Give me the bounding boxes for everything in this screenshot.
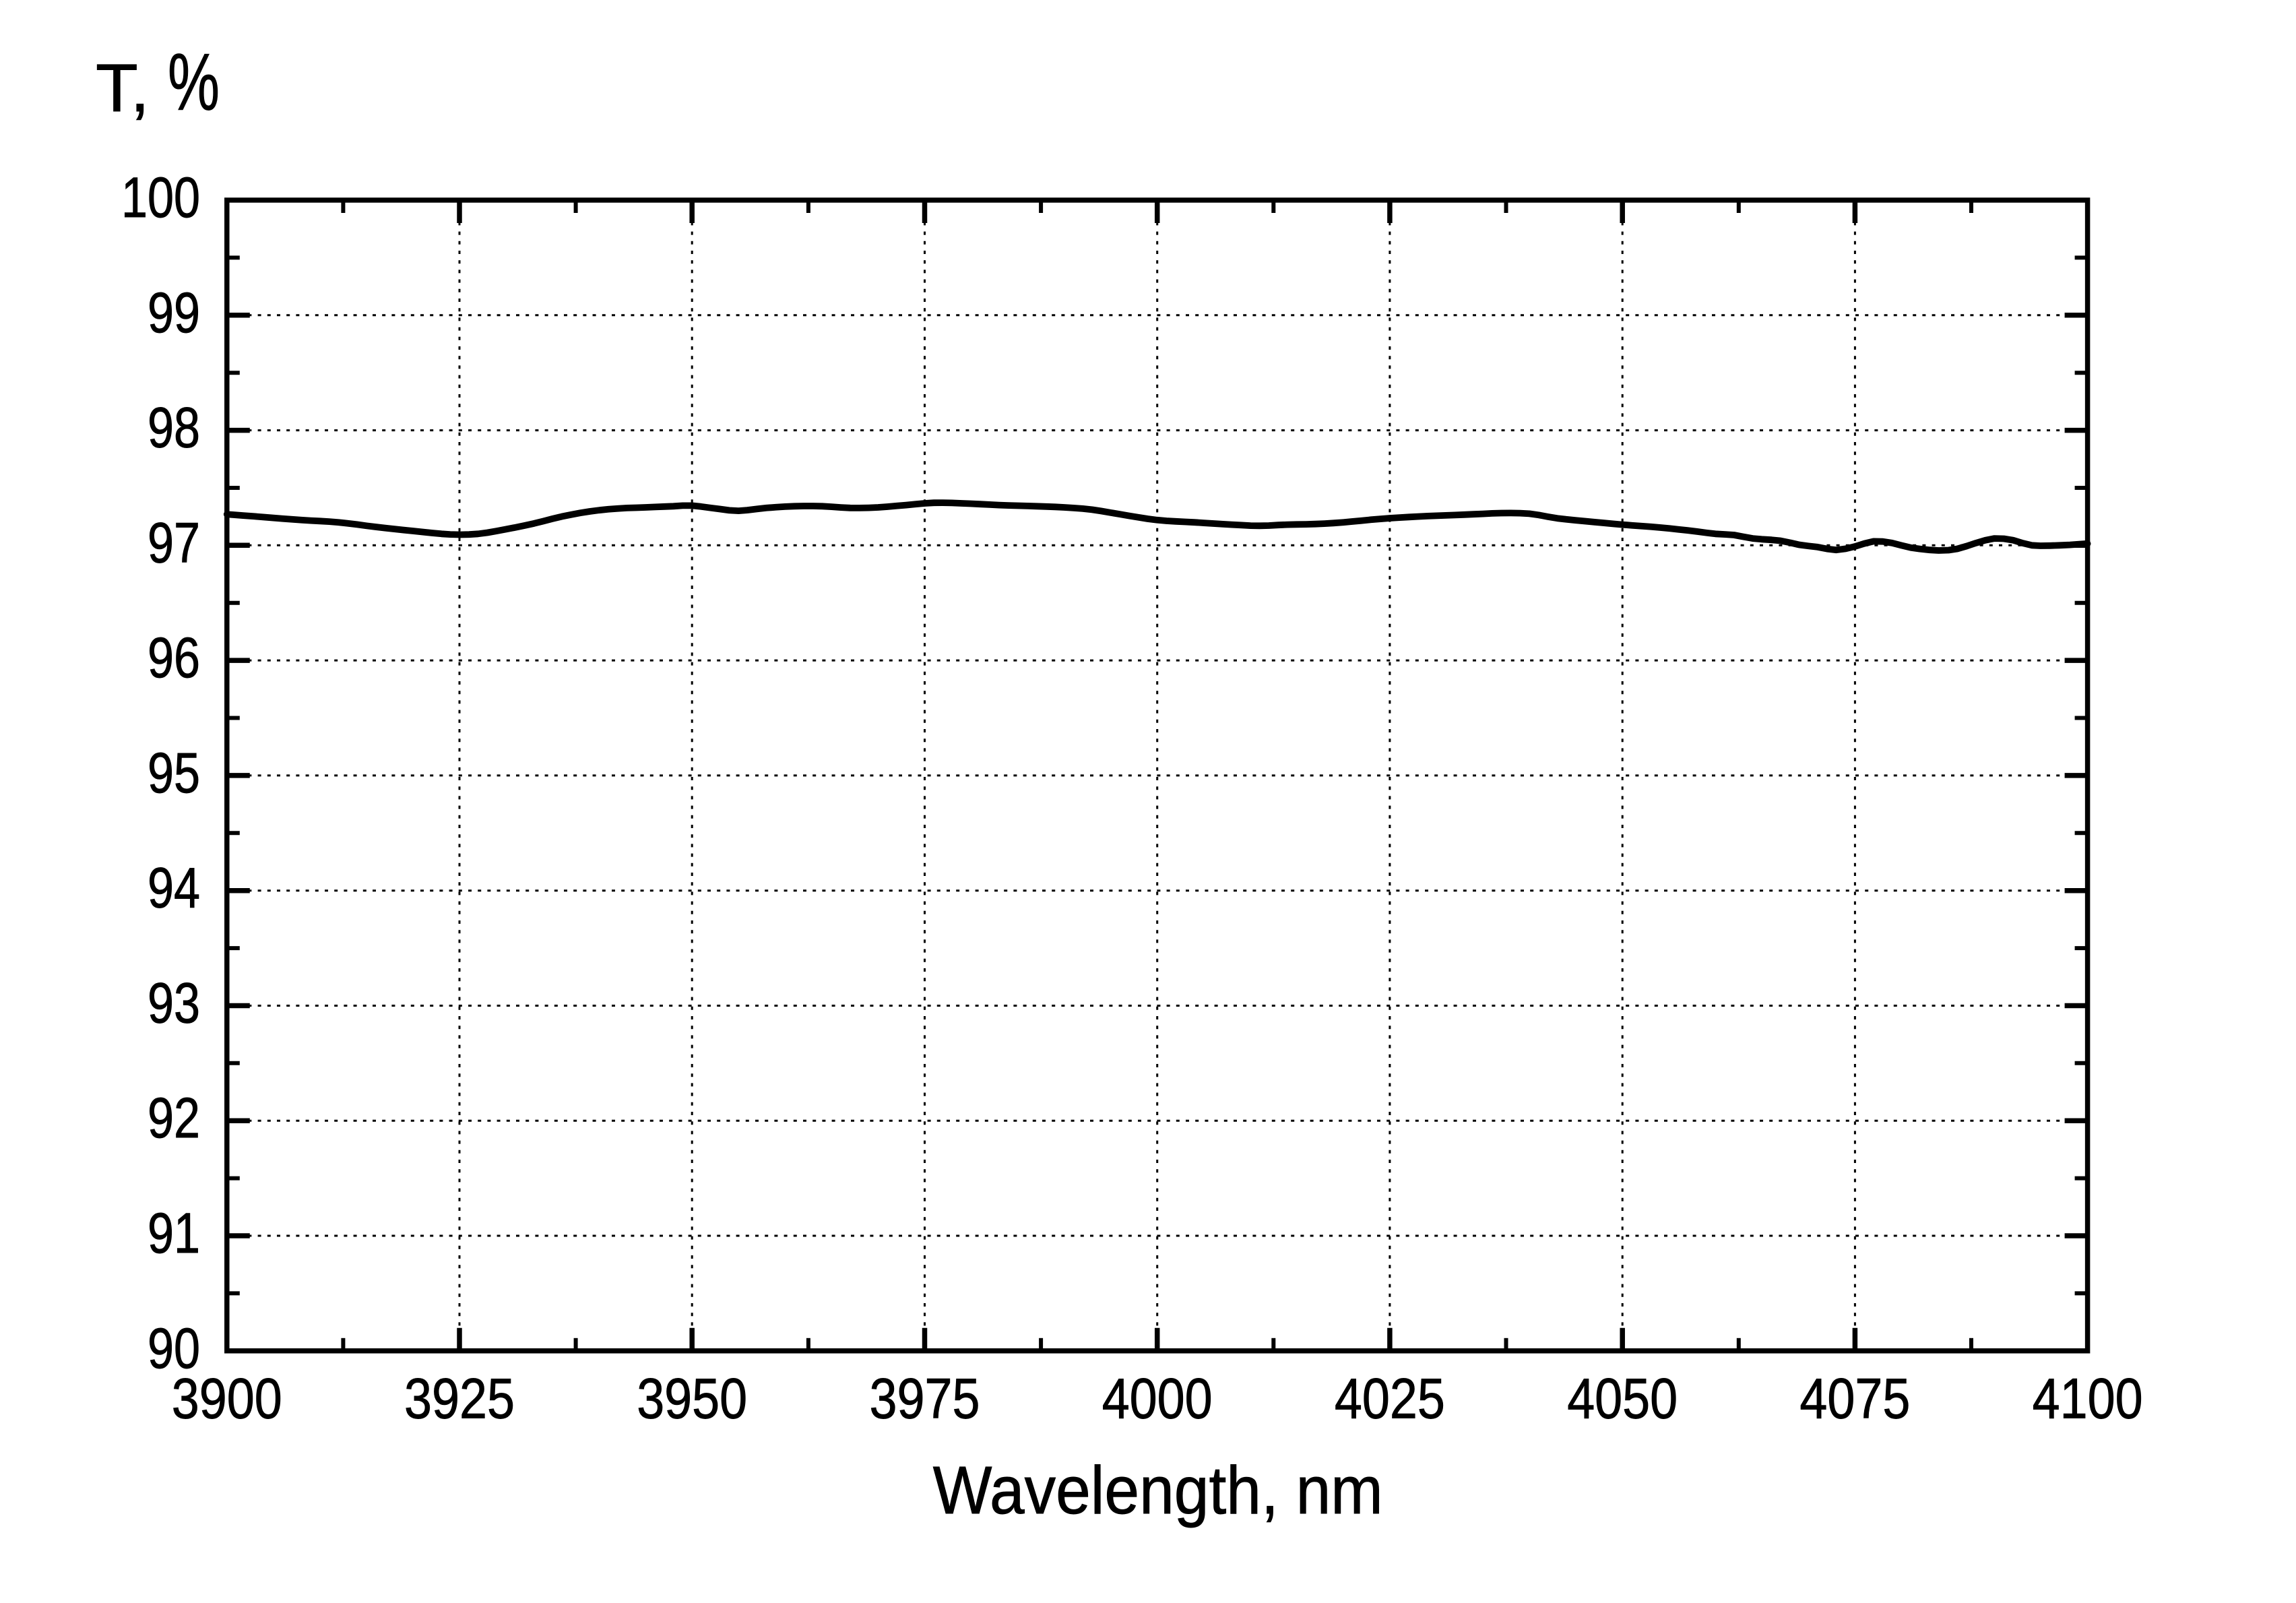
svg-text:92: 92 [148, 1086, 200, 1150]
svg-text:3925: 3925 [404, 1367, 515, 1431]
svg-text:91: 91 [148, 1201, 200, 1265]
svg-text:99: 99 [148, 281, 200, 344]
svg-text:%: % [168, 37, 220, 127]
svg-text:4050: 4050 [1567, 1367, 1678, 1431]
svg-text:3900: 3900 [172, 1367, 282, 1431]
svg-text:3975: 3975 [870, 1367, 980, 1431]
svg-text:90: 90 [148, 1317, 200, 1380]
svg-text:94: 94 [148, 856, 200, 920]
svg-text:4075: 4075 [1799, 1367, 1910, 1431]
svg-text:Wavelength, nm: Wavelength, nm [933, 1453, 1383, 1528]
svg-text:4000: 4000 [1102, 1367, 1213, 1431]
svg-text:97: 97 [148, 511, 200, 574]
svg-text:96: 96 [148, 626, 200, 689]
svg-text:3950: 3950 [637, 1367, 747, 1431]
svg-text:4025: 4025 [1335, 1367, 1445, 1431]
svg-text:98: 98 [148, 396, 200, 460]
svg-text:100: 100 [121, 166, 200, 229]
svg-text:95: 95 [148, 741, 200, 805]
svg-text:93: 93 [148, 972, 200, 1035]
svg-text:4100: 4100 [2033, 1367, 2143, 1431]
svg-text:T,: T, [96, 51, 150, 126]
